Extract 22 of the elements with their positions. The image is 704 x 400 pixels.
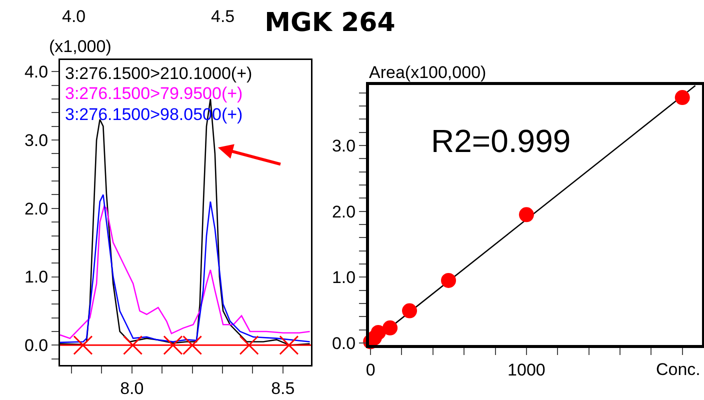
x-tick-label: 0 [366,360,376,380]
y-tick-label: 0.0 [24,336,48,356]
x-axis-title: Conc. [656,360,700,379]
y-tick-label: 2.0 [332,202,356,222]
x-tick-label: 8.5 [271,378,295,398]
text: 3:276.1500>79.9500(+) [65,84,243,103]
x-tick-label: 1000 [508,360,546,380]
y-axis-title: (x1,000) [49,37,112,56]
annotation: R2=0.999 [431,123,571,159]
y-tick-label: 3.0 [24,130,48,150]
y-axis-title: Area(x100,000) [369,63,486,82]
y-tick-label: 2.0 [24,199,48,218]
x-tick-label: 8.0 [120,378,144,398]
y-tick-label: 1.0 [24,268,48,287]
text: 4.0 [62,7,86,26]
text: 3:276.1500>210.1000(+) [65,64,252,83]
y-tick-label: 3.0 [332,136,356,156]
chart-title: MGK 264 [264,8,396,38]
y-tick-label: 0.0 [332,334,356,353]
y-tick-label: 4.0 [24,62,48,82]
text: 4.5 [211,7,235,26]
y-tick-label: 1.0 [332,268,356,288]
